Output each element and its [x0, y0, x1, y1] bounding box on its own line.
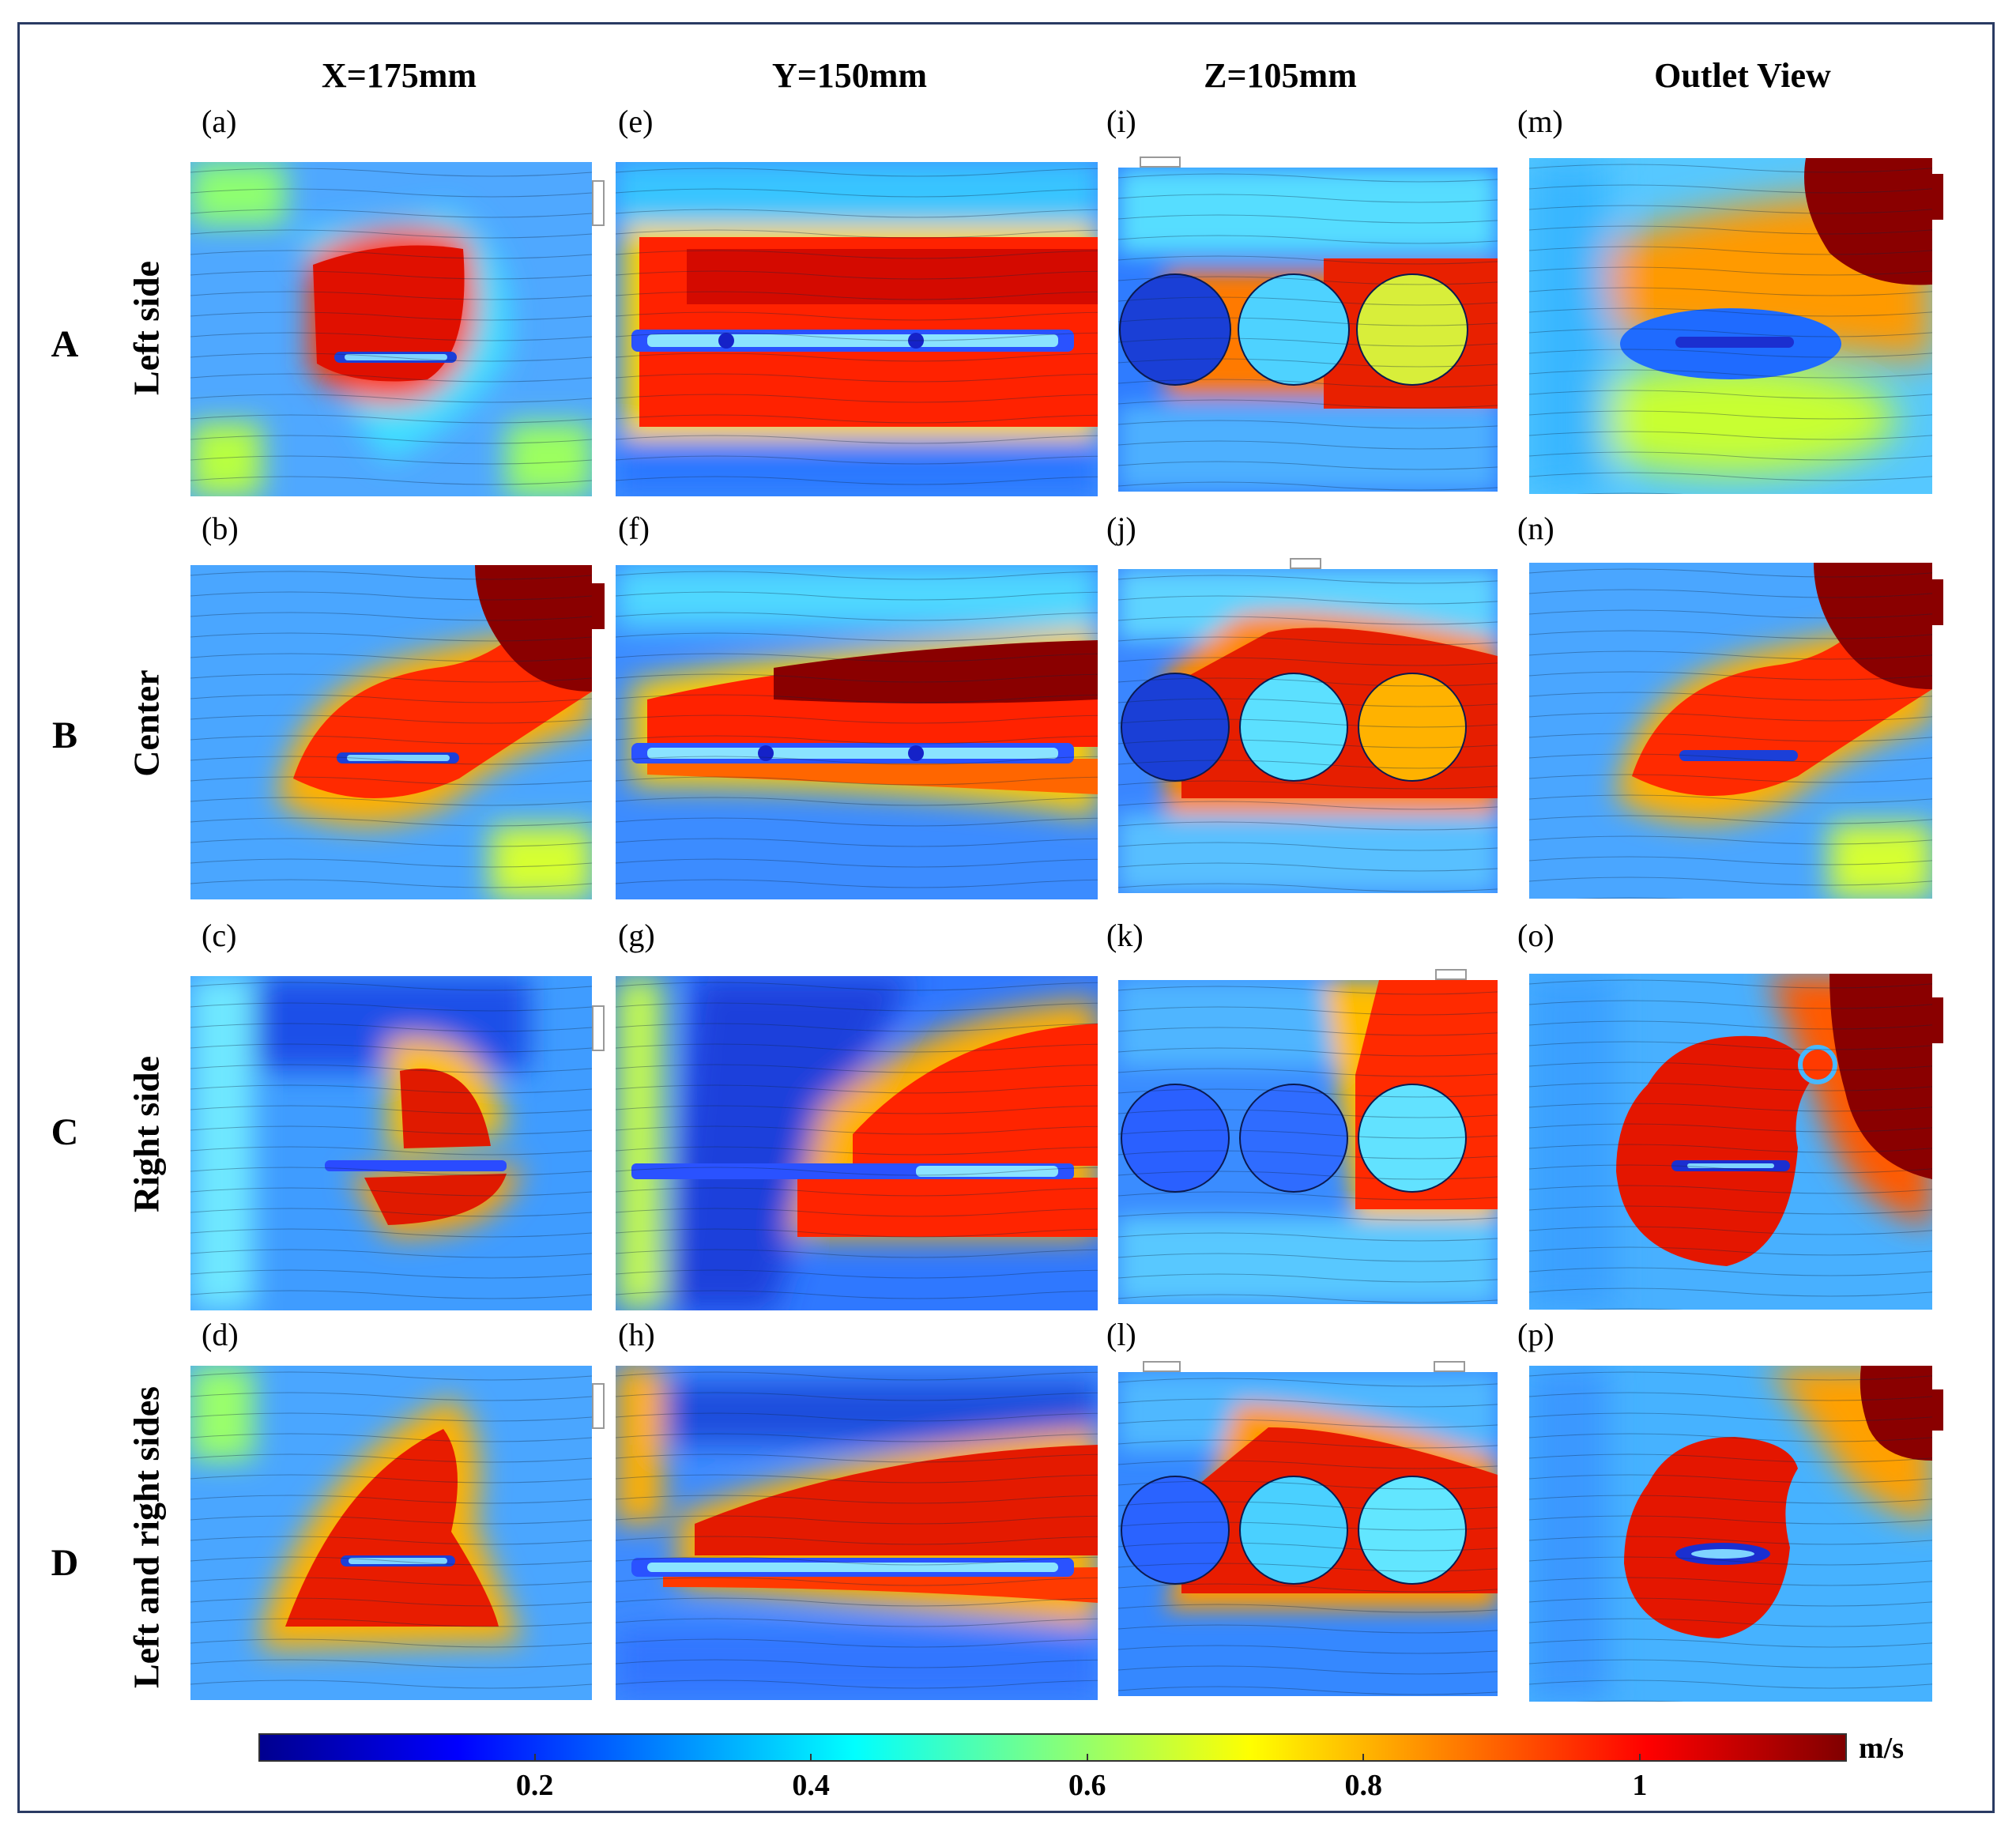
- colorbar-tick-mark: [1638, 1754, 1641, 1762]
- colorbar-tick-mark: [1362, 1754, 1365, 1762]
- panel-label-e: (e): [618, 104, 654, 139]
- row-letter-c: C: [51, 1111, 79, 1153]
- panel-l-velocity-field: [1118, 1372, 1498, 1696]
- column-header-outlet: Outlet View: [1654, 56, 1831, 95]
- colorbar-tick-mark: [1086, 1754, 1088, 1762]
- panel-i-velocity-field: [1118, 168, 1498, 492]
- panel-a-velocity-field: [190, 162, 592, 496]
- panel-h-velocity-field: [616, 1366, 1098, 1700]
- panel-g-velocity-field: [616, 976, 1098, 1310]
- colorbar-tick-label: 0.4: [792, 1769, 830, 1802]
- colorbar: [258, 1733, 1847, 1762]
- panel-o-velocity-field: [1529, 974, 1932, 1310]
- panel-label-g: (g): [618, 918, 655, 953]
- panel-n-velocity-field: [1529, 563, 1932, 899]
- panel-label-d: (d): [202, 1317, 239, 1352]
- row-letter-d: D: [51, 1542, 79, 1584]
- colorbar-tick-mark: [810, 1754, 812, 1762]
- panel-label-c: (c): [202, 918, 237, 953]
- outlet-tab-b: [592, 583, 605, 629]
- panel-f-velocity-field: [616, 565, 1098, 899]
- inlet-tab-l-right: [1434, 1361, 1465, 1372]
- column-header-x: X=175mm: [321, 56, 477, 95]
- figure-frame: [17, 22, 1995, 1813]
- colorbar-unit: m/s: [1859, 1732, 1904, 1765]
- colorbar-tick-label: 1: [1632, 1769, 1648, 1802]
- panel-label-f: (f): [618, 511, 650, 546]
- panel-label-a: (a): [202, 104, 237, 139]
- panel-e-velocity-field: [616, 162, 1098, 496]
- panel-d-velocity-field: [190, 1366, 592, 1700]
- row-name-left-right-sides: Left and right sides: [126, 1385, 167, 1689]
- panel-k-velocity-field: [1118, 980, 1498, 1304]
- panel-label-o: (o): [1517, 918, 1554, 953]
- outlet-tab-m: [1932, 174, 1943, 220]
- colorbar-tick-label: 0.8: [1344, 1769, 1383, 1802]
- outlet-tab-o: [1932, 997, 1943, 1043]
- panel-label-m: (m): [1517, 104, 1563, 139]
- panel-label-p: (p): [1517, 1317, 1554, 1352]
- row-letter-b: B: [51, 714, 77, 756]
- panel-label-i: (i): [1106, 104, 1136, 139]
- panel-p-velocity-field: [1529, 1366, 1932, 1702]
- panel-label-b: (b): [202, 511, 239, 546]
- outlet-tab-n: [1932, 579, 1943, 625]
- panel-label-k: (k): [1106, 918, 1144, 953]
- row-name-center: Center: [126, 669, 167, 777]
- colorbar-tick-label: 0.2: [515, 1769, 554, 1802]
- row-name-right-side: Right side: [126, 1055, 167, 1213]
- panel-label-h: (h): [618, 1317, 655, 1352]
- row-letter-a: A: [51, 323, 79, 365]
- outlet-tab-p: [1932, 1389, 1943, 1431]
- inlet-tab-d: [592, 1383, 605, 1429]
- panel-b-velocity-field: [190, 565, 592, 899]
- inlet-tab-k: [1435, 969, 1467, 980]
- panel-c-velocity-field: [190, 976, 592, 1310]
- column-header-z: Z=105mm: [1204, 56, 1357, 95]
- row-name-left-side: Left side: [126, 261, 167, 395]
- inlet-tab-j: [1290, 558, 1321, 569]
- panel-label-l: (l): [1106, 1317, 1136, 1352]
- inlet-tab-i: [1140, 156, 1181, 168]
- colorbar-tick-mark: [533, 1754, 536, 1762]
- inlet-tab-a: [592, 180, 605, 226]
- colorbar-tick-label: 0.6: [1068, 1769, 1106, 1802]
- panel-label-j: (j): [1106, 511, 1136, 546]
- panel-j-velocity-field: [1118, 569, 1498, 893]
- column-header-y: Y=150mm: [771, 56, 928, 95]
- inlet-tab-c: [592, 1005, 605, 1051]
- panel-label-n: (n): [1517, 511, 1554, 546]
- panel-m-velocity-field: [1529, 158, 1932, 494]
- inlet-tab-l-left: [1143, 1361, 1181, 1372]
